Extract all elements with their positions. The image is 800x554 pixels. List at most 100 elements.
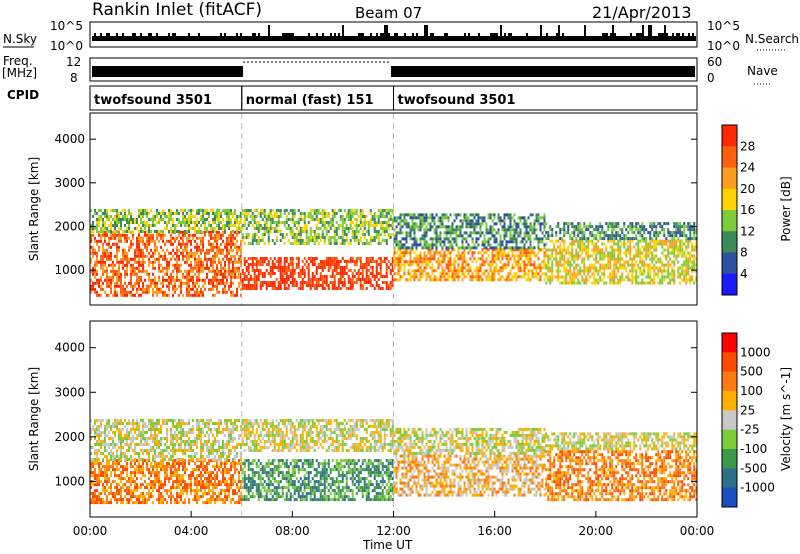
nsky-sample <box>504 33 506 41</box>
nsky-sample <box>302 36 304 41</box>
power-frame <box>89 112 698 306</box>
nsky-tick-bottom: 10^0 <box>50 39 83 53</box>
nsky-sample <box>190 36 192 41</box>
nsky-sample <box>206 36 208 41</box>
nsky-sample <box>92 36 94 41</box>
nsky-sample <box>502 36 504 41</box>
velocity-colorbar-tick: -25 <box>740 423 760 437</box>
nsky-sample <box>494 33 496 41</box>
nsky-sample <box>622 36 624 41</box>
nsky-sample <box>484 36 486 41</box>
nsky-label: N.Sky <box>3 32 37 46</box>
nsky-sample <box>122 33 124 41</box>
nsky-sample <box>572 36 574 41</box>
velocity-ytick-label: 4000 <box>54 341 85 355</box>
power-colorbar-frame <box>721 124 738 296</box>
nsky-sample <box>548 36 550 41</box>
nsky-sample <box>408 36 410 41</box>
nsky-sample <box>260 36 262 41</box>
nsky-sample <box>200 36 202 41</box>
nsky-sample <box>282 33 284 41</box>
power-colorbar-tick: 8 <box>740 246 748 260</box>
nsky-sample <box>298 36 300 41</box>
nsky-sample <box>524 36 526 41</box>
nsky-sample <box>486 36 488 41</box>
nsky-sample <box>320 36 322 41</box>
nsky-sample <box>438 36 440 41</box>
nsky-sample <box>184 36 186 41</box>
nsky-sample <box>198 33 200 41</box>
nsky-sample <box>238 36 240 41</box>
nsky-sample <box>542 36 544 41</box>
nave-tick-bottom: 0 <box>707 71 715 85</box>
power-data-band <box>393 248 546 282</box>
time-tick-label: 20:00 <box>579 524 614 538</box>
power-data-band <box>545 239 698 285</box>
nsky-sample <box>582 36 584 41</box>
nsky-sample <box>168 33 170 41</box>
nsky-sample <box>268 25 270 41</box>
nsky-sample <box>234 36 236 41</box>
nsky-sample <box>686 36 688 41</box>
nsky-sample <box>96 36 98 41</box>
nsky-tick-top: 10^5 <box>50 19 83 33</box>
freq-unit: [MHz] <box>2 66 37 80</box>
nsky-sample <box>412 33 414 41</box>
nsky-sample <box>692 33 694 41</box>
nsky-sample <box>356 36 358 41</box>
nsky-sample <box>422 36 424 41</box>
freq-tick-bottom: 8 <box>70 71 78 85</box>
nsky-sample <box>428 36 430 41</box>
power-data-band <box>241 257 394 290</box>
nsky-sample <box>402 36 404 41</box>
cpid-segment-label: normal (fast) 151 <box>246 93 374 108</box>
nsky-sample <box>410 36 412 41</box>
nsky-sample <box>350 36 352 41</box>
time-tick-label: 00:00 <box>680 524 715 538</box>
nsky-sample <box>682 33 684 41</box>
nsky-sample <box>214 36 216 41</box>
nsky-sample <box>448 36 450 41</box>
nsky-sample <box>460 36 462 41</box>
nsky-sample <box>328 36 330 41</box>
nsky-sample <box>480 36 482 41</box>
velocity-colorbar-label: Velocity [m s^-1] <box>779 367 793 471</box>
nsky-sample <box>204 36 206 41</box>
nsky-sample <box>518 36 520 41</box>
nsky-sample <box>644 36 646 41</box>
nsky-sample <box>106 33 108 41</box>
nsky-sample <box>370 33 372 41</box>
nsky-sample <box>178 36 180 41</box>
nsky-sample <box>284 33 286 41</box>
velocity-colorbar-segment <box>722 429 737 450</box>
nsky-sample <box>176 36 178 41</box>
nsky-sample <box>492 33 494 41</box>
nsky-sample <box>612 25 614 41</box>
nsky-sample <box>568 36 570 41</box>
nsky-sample <box>164 36 166 41</box>
nsky-panel-frame <box>89 21 698 48</box>
nsky-sample <box>434 36 436 41</box>
nsky-sample <box>250 36 252 41</box>
power-colorbar-segment <box>722 210 737 232</box>
time-axis: 00:00 04:00 08:00 12:00 16:00 20:00 00:00 <box>73 511 715 538</box>
nsky-sample <box>530 36 532 41</box>
nsearch-tick-bottom: 10^0 <box>707 39 740 53</box>
nsky-sample <box>546 33 548 41</box>
nsky-sample <box>506 36 508 41</box>
nsky-sample <box>560 36 562 41</box>
nsky-sample <box>404 33 406 41</box>
nsky-sample <box>454 36 456 41</box>
velocity-colorbar-frame <box>721 332 738 508</box>
nsky-sample <box>466 36 468 41</box>
nsky-sample <box>274 36 276 41</box>
velocity-ytick-label: 2000 <box>54 430 85 444</box>
nsky-sample <box>588 36 590 41</box>
power-data-band <box>90 209 242 233</box>
nsky-sample <box>430 33 432 41</box>
nsky-sample <box>584 25 586 41</box>
nsky-sample <box>496 33 498 41</box>
nsky-sample <box>114 36 116 41</box>
nsky-sample <box>590 36 592 41</box>
